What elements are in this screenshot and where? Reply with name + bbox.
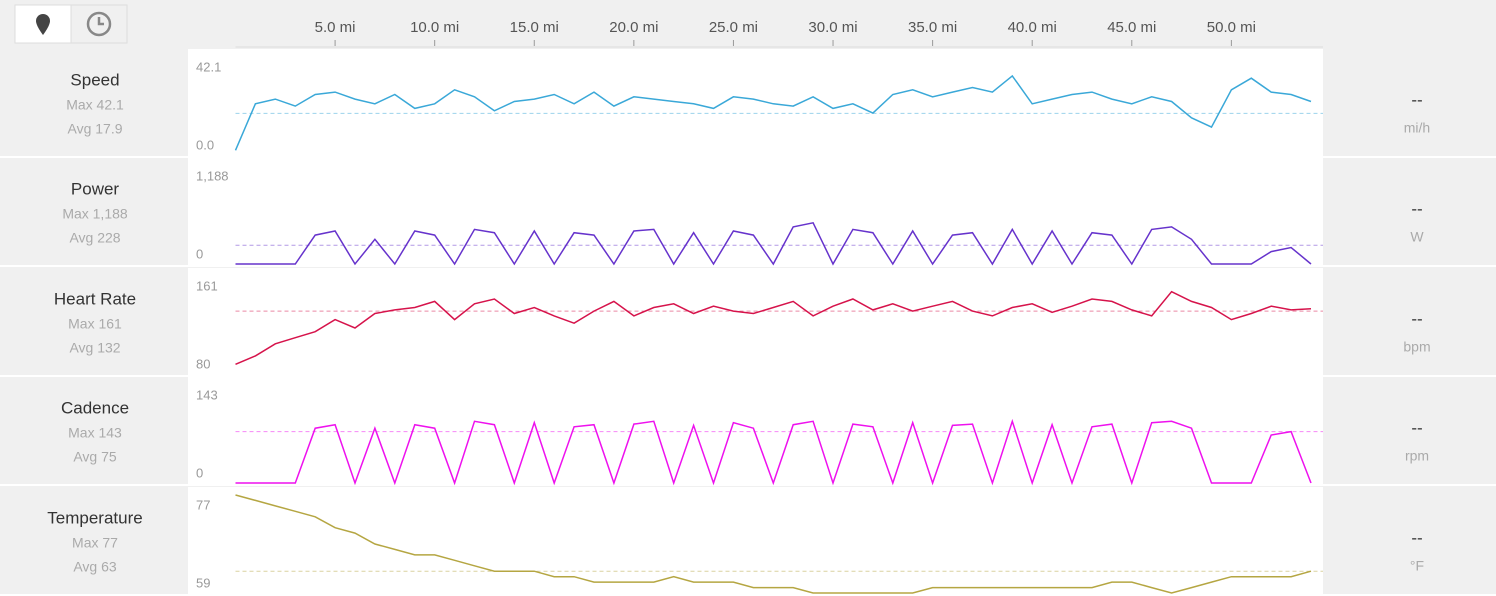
data-line (235, 290, 1312, 365)
data-line (235, 418, 1312, 486)
y-tick-label: 143 (196, 387, 218, 402)
unit: rpm (1405, 448, 1429, 464)
clock-hands (97, 17, 104, 26)
current-value: -- (1411, 418, 1422, 437)
plot-background (188, 158, 1323, 265)
plot-background (188, 268, 1323, 375)
current-value: -- (1411, 309, 1422, 328)
x-tick-label: 5.0 mi (315, 19, 356, 36)
unit: mi/h (1404, 120, 1430, 136)
y-tick-label: 42.1 (196, 59, 221, 74)
unit: °F (1410, 558, 1424, 574)
current-value: -- (1411, 528, 1422, 547)
metric-max: Max 161 (68, 316, 122, 332)
x-tick-label: 20.0 mi (609, 19, 658, 36)
metric-title: Speed (70, 70, 119, 89)
clock-icon (86, 11, 112, 37)
y-tick-label: 0 (196, 246, 203, 261)
metric-max: Max 77 (72, 535, 118, 551)
metric-avg: Avg 228 (69, 230, 120, 246)
unit: W (1410, 229, 1424, 245)
tabs (14, 4, 128, 44)
y-tick-label: 161 (196, 278, 218, 293)
data-line (235, 494, 1312, 594)
y-tick-label: 77 (196, 497, 210, 512)
data-line (235, 221, 1312, 266)
plot-background (188, 377, 1323, 484)
y-tick-label: 59 (196, 575, 210, 590)
time-tab[interactable] (70, 4, 128, 44)
y-tick-label: 80 (196, 356, 210, 371)
x-tick-label: 50.0 mi (1207, 19, 1256, 36)
metric-avg: Avg 63 (73, 559, 117, 575)
metric-avg: Avg 17.9 (67, 121, 122, 137)
metric-max: Max 42.1 (66, 97, 124, 113)
metric-avg: Avg 75 (73, 449, 117, 465)
data-line (234, 74, 1312, 151)
x-tick-label: 35.0 mi (908, 19, 957, 36)
x-tick-label: 40.0 mi (1008, 19, 1057, 36)
x-tick-label: 10.0 mi (410, 19, 459, 36)
unit: bpm (1403, 339, 1430, 355)
current-value: -- (1411, 199, 1422, 218)
metric-avg: Avg 132 (69, 340, 120, 356)
metric-title: Temperature (47, 508, 142, 527)
plot-background (188, 487, 1323, 594)
x-tick-label: 30.0 mi (808, 19, 857, 36)
metric-title: Cadence (61, 398, 129, 417)
x-tick-label: 25.0 mi (709, 19, 758, 36)
current-value: -- (1411, 90, 1422, 109)
y-tick-label: 0.0 (196, 137, 214, 152)
metric-max: Max 143 (68, 425, 122, 441)
x-tick-label: 15.0 mi (510, 19, 559, 36)
y-tick-label: 1,188 (196, 168, 229, 183)
plot-background (188, 49, 1323, 156)
metric-title: Power (71, 179, 120, 198)
metric-title: Heart Rate (54, 289, 136, 308)
metric-max: Max 1,188 (62, 206, 128, 222)
y-tick-label: 0 (196, 465, 203, 480)
pin-icon (36, 14, 50, 35)
x-tick-label: 45.0 mi (1107, 19, 1156, 36)
